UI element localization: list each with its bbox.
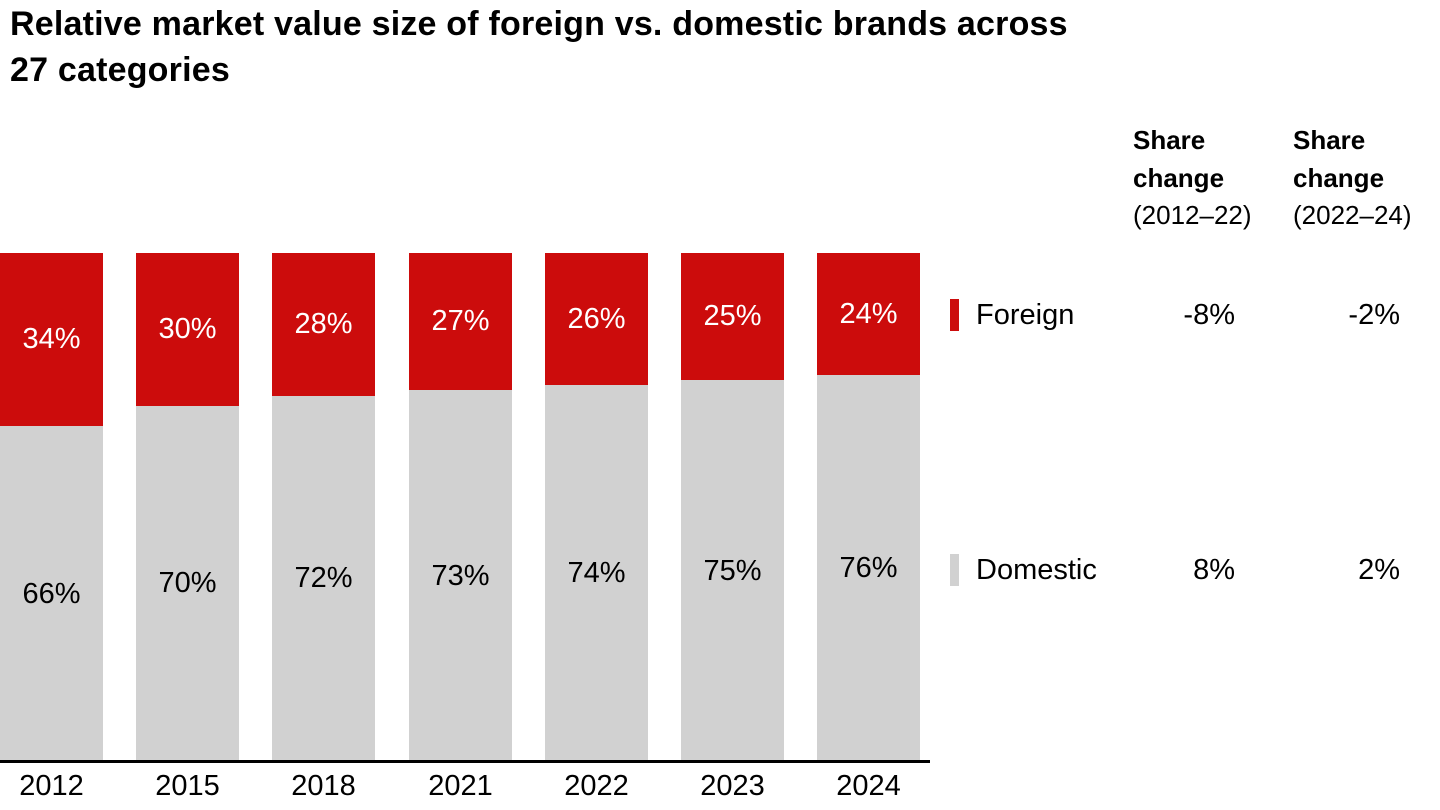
x-tick-label-2024: 2024 xyxy=(836,770,901,802)
column-subheader: (2012–22) xyxy=(1133,200,1252,231)
bar-value-foreign: 26% xyxy=(567,302,626,335)
legend-label-domestic: Domestic xyxy=(976,553,1097,586)
bar-group-2024: 24% 76% xyxy=(817,253,920,762)
bar-value-domestic: 66% xyxy=(22,577,81,610)
column-header-word2: change xyxy=(1133,162,1225,193)
x-tick-label-2022: 2022 xyxy=(564,770,629,802)
foreign-change-2012-22: -8% xyxy=(1183,298,1235,331)
domestic-change-2022-24: 2% xyxy=(1358,553,1400,586)
legend-row-foreign: Foreign -8% -2% xyxy=(950,296,1440,334)
bar-group-2021: 27% 73% xyxy=(409,253,512,762)
x-tick-label-2015: 2015 xyxy=(155,770,220,802)
bar-value-foreign: 25% xyxy=(703,300,762,333)
column-header-word1: Share xyxy=(1293,125,1366,155)
legend-label-foreign: Foreign xyxy=(976,298,1075,331)
bar-value-foreign: 24% xyxy=(839,297,898,330)
bar-segment-domestic-2021: 73% xyxy=(409,390,512,762)
domestic-change-2012-22: 8% xyxy=(1193,553,1235,586)
bar-segment-foreign-2018: 28% xyxy=(272,253,375,396)
bar-segment-foreign-2022: 26% xyxy=(545,253,648,386)
bar-value-foreign: 27% xyxy=(431,305,490,338)
bar-value-foreign: 30% xyxy=(158,312,217,345)
bar-value-domestic: 72% xyxy=(294,562,353,595)
bar-value-foreign: 28% xyxy=(294,307,353,340)
bar-value-domestic: 76% xyxy=(839,552,898,585)
bar-value-domestic: 75% xyxy=(703,554,762,587)
bar-segment-domestic-2022: 74% xyxy=(545,385,648,762)
x-tick-label-2018: 2018 xyxy=(291,770,356,802)
bar-group-2018: 28% 72% xyxy=(272,253,375,762)
bar-group-2023: 25% 75% xyxy=(681,253,784,762)
page-title-line2: 27 categories xyxy=(10,50,230,89)
column-subheader: (2022–24) xyxy=(1293,200,1412,231)
legend-row-domestic: Domestic 8% 2% xyxy=(950,551,1440,589)
bar-segment-foreign-2015: 30% xyxy=(136,253,239,406)
column-header-word1: Share xyxy=(1133,125,1206,155)
page-title: Relative market value size of foreign vs… xyxy=(10,2,1068,94)
column-header-2012-22: Share change (2012–22) xyxy=(1133,122,1283,235)
bar-segment-domestic-2018: 72% xyxy=(272,395,375,762)
bar-segment-foreign-2024: 24% xyxy=(817,253,920,376)
column-header-word2: change xyxy=(1293,162,1385,193)
bar-group-2012: 34% 66% xyxy=(0,253,103,762)
domestic-color-marker xyxy=(950,554,959,586)
bar-segment-foreign-2012: 34% xyxy=(0,253,103,427)
bar-segment-domestic-2024: 76% xyxy=(817,375,920,762)
bar-group-2022: 26% 74% xyxy=(545,253,648,762)
bar-segment-domestic-2012: 66% xyxy=(0,426,103,762)
bar-value-domestic: 74% xyxy=(567,557,626,590)
stacked-bar-chart: 34% 66% 30% 70% 28% 72% 27% 73% 26% 74% 25% 75% 24% 7… xyxy=(0,253,930,762)
bar-segment-foreign-2021: 27% xyxy=(409,253,512,391)
foreign-change-2022-24: -2% xyxy=(1348,298,1400,331)
bar-value-foreign: 34% xyxy=(22,323,81,356)
column-header-2022-24: Share change (2022–24) xyxy=(1293,122,1440,235)
x-tick-label-2021: 2021 xyxy=(428,770,493,802)
bar-segment-foreign-2023: 25% xyxy=(681,253,784,381)
bar-segment-domestic-2023: 75% xyxy=(681,380,784,762)
x-tick-label-2012: 2012 xyxy=(19,770,84,802)
x-axis-line xyxy=(0,760,930,763)
bar-value-domestic: 73% xyxy=(431,559,490,592)
x-tick-label-2023: 2023 xyxy=(700,770,765,802)
bar-group-2015: 30% 70% xyxy=(136,253,239,762)
page-title-line1: Relative market value size of foreign vs… xyxy=(10,5,1068,43)
bar-segment-domestic-2015: 70% xyxy=(136,405,239,762)
bar-value-domestic: 70% xyxy=(158,567,217,600)
foreign-color-marker xyxy=(950,299,959,331)
